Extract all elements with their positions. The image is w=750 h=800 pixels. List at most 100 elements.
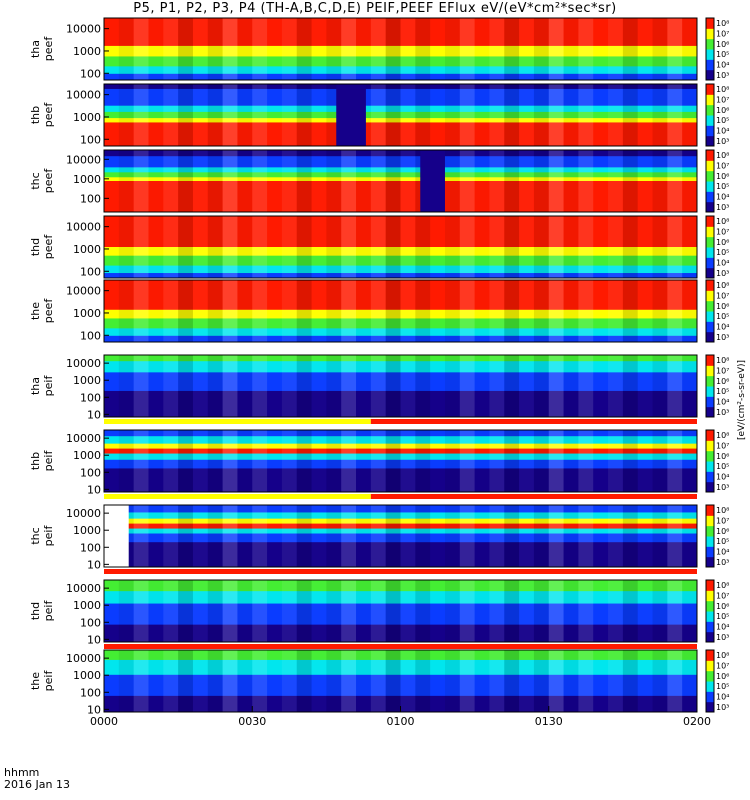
texture-stripe — [385, 280, 401, 342]
texture-stripe — [608, 430, 623, 492]
colorbar-frame — [705, 429, 715, 493]
texture-stripe — [459, 505, 475, 567]
texture-stripe — [133, 580, 149, 642]
colorbar-tick-label: 10⁷ — [716, 162, 729, 171]
colorbar-frame — [705, 579, 715, 643]
texture-stripe — [326, 650, 342, 712]
texture-stripe — [252, 505, 268, 567]
texture-stripe — [548, 650, 564, 712]
texture-stripe — [222, 580, 238, 642]
colorbar-segment — [706, 386, 714, 397]
texture-stripe — [444, 505, 460, 567]
texture-stripe — [118, 216, 134, 278]
texture-stripe — [118, 18, 134, 80]
texture-stripe — [356, 150, 371, 212]
texture-stripe — [178, 505, 193, 567]
colorbar-segment — [706, 515, 714, 527]
texture-stripe — [252, 18, 268, 80]
y-tick-label: 100 — [80, 541, 101, 554]
texture-stripe — [504, 216, 520, 278]
colorbar-segment — [706, 430, 714, 441]
band-red — [104, 523, 697, 530]
texture-stripe — [489, 216, 505, 278]
texture-stripe — [533, 580, 549, 642]
texture-stripe — [652, 355, 668, 417]
texture-stripe — [281, 505, 297, 567]
probe-label: thb — [29, 106, 42, 124]
texture-stripe — [118, 430, 134, 492]
texture-stripe — [133, 650, 149, 712]
texture-stripe — [163, 580, 179, 642]
texture-stripe — [578, 355, 594, 417]
texture-stripe — [415, 650, 431, 712]
texture-stripe — [296, 84, 312, 146]
texture-stripe — [133, 280, 149, 342]
texture-stripe — [400, 505, 416, 567]
texture-stripe — [312, 650, 327, 712]
texture-stripe — [252, 216, 268, 278]
y-tick-label: 10 — [87, 703, 101, 716]
texture-stripe — [682, 355, 697, 417]
colorbar-segment — [706, 481, 714, 493]
texture-stripe — [459, 650, 475, 712]
texture-stripe — [341, 355, 357, 417]
colorbar-tick-label: 10⁵ — [716, 612, 729, 621]
colorbar-tick-label: 10⁵ — [716, 462, 729, 471]
texture-stripe — [281, 216, 297, 278]
colorbar-segment — [706, 104, 714, 116]
colorbar-segment — [706, 321, 714, 333]
band-cyan — [104, 591, 697, 605]
colorbar-segment — [706, 170, 714, 182]
y-tick-label: 1000 — [73, 374, 101, 387]
colorbar-tick-label: 10⁷ — [716, 592, 729, 601]
band-cyan — [104, 328, 697, 337]
texture-stripe — [519, 505, 534, 567]
texture-stripe — [296, 18, 312, 80]
texture-stripe — [622, 84, 638, 146]
texture-stripe — [548, 505, 564, 567]
texture-stripe — [504, 650, 520, 712]
product-label: peif — [42, 450, 55, 472]
colorbar-frame — [705, 649, 715, 713]
colorbar-segment — [706, 28, 714, 40]
texture-stripe — [519, 430, 534, 492]
panel-frame — [103, 149, 698, 213]
colorbar-tick-label: 10⁵ — [716, 182, 729, 191]
status-strip — [104, 419, 371, 424]
texture-stripe — [370, 355, 386, 417]
texture-stripe — [207, 430, 223, 492]
texture-stripe — [133, 18, 149, 80]
data-gap — [104, 505, 129, 567]
y-tick-label: 10 — [87, 558, 101, 571]
texture-stripe — [326, 580, 342, 642]
colorbar-tick-label: 10³ — [716, 633, 729, 642]
texture-stripe — [415, 216, 431, 278]
texture-stripe — [638, 84, 653, 146]
texture-stripe — [148, 216, 163, 278]
texture-stripe — [400, 430, 416, 492]
texture-stripe — [519, 355, 534, 417]
texture-stripe — [415, 505, 431, 567]
texture-stripe — [578, 580, 594, 642]
colorbar-tick-label: 10⁴ — [716, 623, 729, 632]
panel-frame — [103, 429, 698, 493]
texture-stripe — [489, 18, 505, 80]
texture-stripe — [370, 650, 386, 712]
texture-stripe — [652, 18, 668, 80]
band-yellow — [104, 118, 697, 123]
texture-stripe — [638, 430, 653, 492]
texture-stripe — [193, 18, 208, 80]
texture-stripe — [222, 430, 238, 492]
texture-stripe — [222, 216, 238, 278]
texture-stripe — [193, 280, 208, 342]
texture-stripe — [193, 355, 208, 417]
band-cyan — [104, 105, 697, 113]
panel-thb-peif — [103, 429, 715, 499]
product-label: peif — [42, 525, 55, 547]
texture-stripe — [296, 505, 312, 567]
texture-stripe — [252, 150, 268, 212]
texture-stripe — [312, 84, 327, 146]
texture-stripe — [385, 430, 401, 492]
texture-stripe — [237, 280, 253, 342]
x-tick-label: 0200 — [683, 715, 711, 728]
